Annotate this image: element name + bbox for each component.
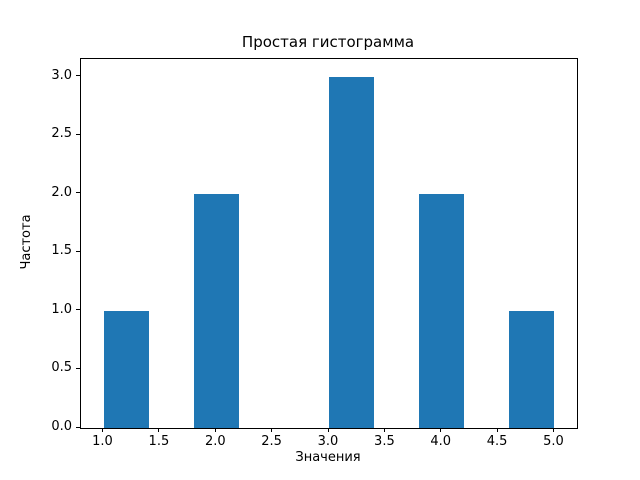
y-tick-label: 2.5 — [51, 126, 72, 142]
histogram-bar — [103, 310, 149, 428]
histogram-bar — [329, 76, 375, 428]
y-tick-mark — [76, 309, 80, 311]
y-tick-label: 3.0 — [51, 67, 72, 83]
y-tick-mark — [76, 250, 80, 252]
x-tick-label: 3.0 — [317, 434, 339, 449]
x-tick-mark — [327, 428, 329, 432]
histogram-bar — [419, 193, 465, 428]
x-tick-label: 5.0 — [543, 434, 564, 449]
x-tick-mark — [158, 428, 160, 432]
bars-layer — [81, 59, 577, 428]
x-tick-mark — [496, 428, 498, 432]
x-tick-label: 1.0 — [92, 434, 113, 449]
y-tick-label: 0.0 — [51, 419, 72, 434]
chart-title: Простая гистограмма — [241, 33, 415, 51]
x-tick-label: 4.0 — [430, 434, 452, 449]
y-tick-label: 2.0 — [51, 184, 72, 200]
x-tick-mark — [383, 428, 385, 432]
x-tick-label: 3.5 — [374, 434, 395, 449]
x-tick-mark — [553, 428, 554, 432]
histogram-bar — [509, 310, 555, 428]
y-tick-mark — [76, 192, 80, 194]
y-tick-label: 0.5 — [51, 360, 72, 376]
x-tick-mark — [214, 428, 216, 432]
y-tick-label: 1.5 — [51, 243, 72, 259]
x-tick-mark — [271, 428, 273, 432]
plot-area — [80, 58, 578, 429]
x-tick-label: 1.5 — [148, 434, 170, 449]
y-tick-mark — [76, 426, 80, 428]
histogram-bar — [193, 193, 239, 428]
x-axis-label: Значения — [295, 450, 361, 465]
y-tick-mark — [76, 75, 80, 77]
x-tick-label: 2.0 — [204, 434, 226, 449]
x-tick-mark — [440, 428, 442, 432]
y-axis-label: Частота — [19, 214, 34, 270]
x-tick-label: 2.5 — [261, 434, 282, 449]
y-tick-mark — [76, 367, 80, 369]
x-tick-label: 4.5 — [486, 434, 508, 449]
y-tick-mark — [76, 133, 80, 135]
y-tick-label: 1.0 — [51, 301, 72, 317]
x-tick-mark — [102, 428, 103, 432]
